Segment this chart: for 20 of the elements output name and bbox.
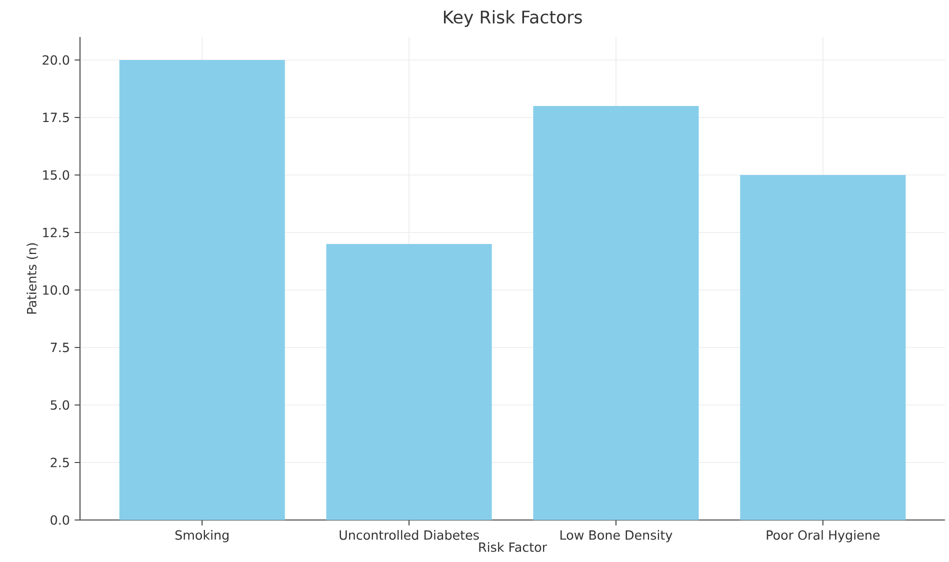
- x-tick-label: Uncontrolled Diabetes: [340, 530, 479, 540]
- y-tick-label: 2.5: [50, 458, 69, 468]
- y-tick-label: 17.5: [43, 112, 69, 122]
- y-tick-label: 7.5: [50, 342, 69, 352]
- y-tick-label: 0.0: [50, 515, 70, 525]
- x-axis-title: Risk Factor: [479, 542, 548, 552]
- y-tick-label: 15.0: [43, 170, 70, 180]
- y-tick-label: 10.0: [43, 285, 70, 295]
- bar: [119, 60, 285, 520]
- y-tick-label: 12.5: [43, 228, 69, 238]
- bar: [326, 244, 492, 520]
- x-tick-label: Smoking: [175, 530, 228, 542]
- x-tick-label: Low Bone Density: [560, 530, 672, 542]
- bar: [740, 175, 906, 520]
- y-tick-label: 5.0: [50, 400, 70, 410]
- y-tick-label: 20.0: [42, 55, 70, 65]
- y-axis-title: Patients (n): [26, 243, 38, 314]
- x-tick-label: Poor Oral Hygiene: [766, 530, 880, 542]
- bar: [533, 106, 699, 520]
- chart-title: Key Risk Factors: [444, 10, 582, 27]
